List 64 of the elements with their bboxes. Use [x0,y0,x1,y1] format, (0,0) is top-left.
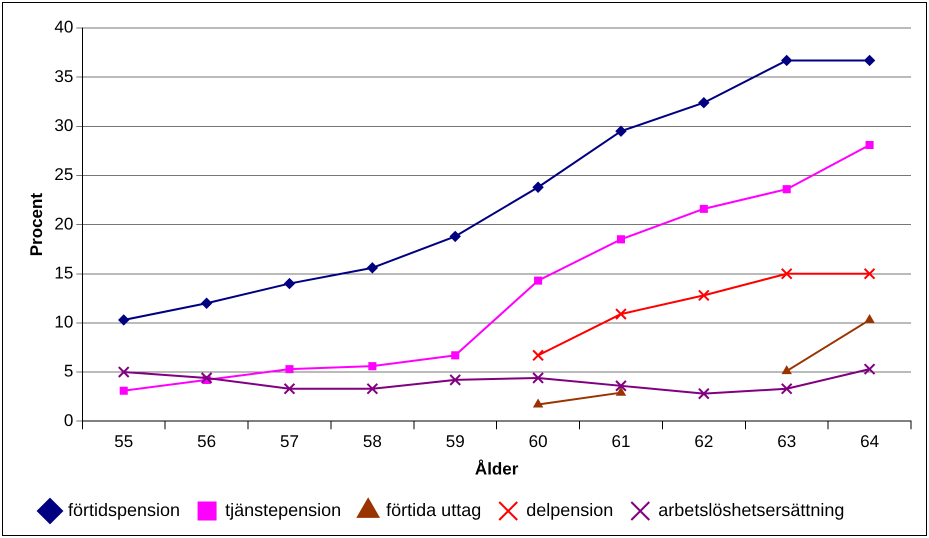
point [780,382,793,395]
x-tick-label: 58 [362,432,382,452]
point [366,382,378,395]
point [534,276,542,285]
point [532,349,544,362]
point [782,185,791,194]
y-tick-label: 0 [64,410,74,430]
x-tick-label: 62 [694,432,714,452]
point [615,308,627,320]
point [615,380,627,392]
point [781,54,792,66]
x-tick-label: 55 [114,432,134,452]
x-tick-label: 59 [446,432,465,452]
point [698,97,710,108]
point [616,387,626,396]
point [201,298,212,309]
y-tick-label: 30 [54,116,74,135]
point [118,366,130,378]
point [285,365,294,374]
y-tick-label: 10 [54,312,74,332]
point [698,388,710,400]
point [780,268,793,280]
point [200,372,213,384]
legend-label: tjänstepension [225,500,342,520]
point [366,262,378,274]
x-tick-label: 56 [197,432,216,452]
point [864,314,874,323]
point [866,140,874,150]
y-axis-title: Procent [26,192,46,256]
point [698,289,710,302]
y-tick-label: 15 [54,263,74,282]
point [700,204,708,213]
legend-label: förtida uttag [386,500,482,520]
point [782,366,792,374]
y-tick-label: 5 [64,362,74,381]
x-tick-label: 57 [280,432,299,452]
x-axis-title: Ålder [474,459,519,478]
legend-label: delpension [526,500,614,520]
point [120,386,128,395]
y-tick-label: 25 [54,165,74,184]
y-tick-label: 35 [54,66,74,86]
point [615,126,626,137]
legend-label: förtidspension [68,500,180,520]
point [616,235,625,244]
point [368,362,376,370]
y-tick-label: 20 [54,214,74,234]
x-tick-label: 64 [860,432,880,452]
x-tick-label: 60 [528,432,548,452]
point [864,54,876,66]
point [451,351,460,360]
x-tick-label: 63 [777,432,796,452]
point [864,268,876,280]
point [533,398,543,408]
y-tick-label: 40 [54,18,74,37]
x-tick-label: 61 [611,432,630,452]
point [449,374,462,386]
point [864,363,876,376]
point [532,182,544,193]
point [532,372,544,384]
point [284,382,296,395]
legend-label: arbetslöshetsersättning [658,500,844,520]
point [118,314,130,326]
point [284,278,295,290]
point [450,230,461,242]
